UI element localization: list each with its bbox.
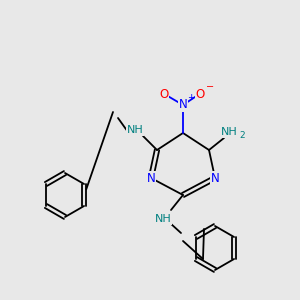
Text: +: + <box>187 93 194 102</box>
Text: NH: NH <box>127 125 143 135</box>
Text: O: O <box>159 88 169 101</box>
Text: 2: 2 <box>239 130 244 140</box>
Text: O: O <box>195 88 205 101</box>
Text: N: N <box>147 172 155 184</box>
Text: NH: NH <box>154 214 171 224</box>
Text: −: − <box>206 82 214 92</box>
Text: N: N <box>178 98 188 112</box>
Text: N: N <box>211 172 219 184</box>
Text: NH: NH <box>220 127 237 137</box>
